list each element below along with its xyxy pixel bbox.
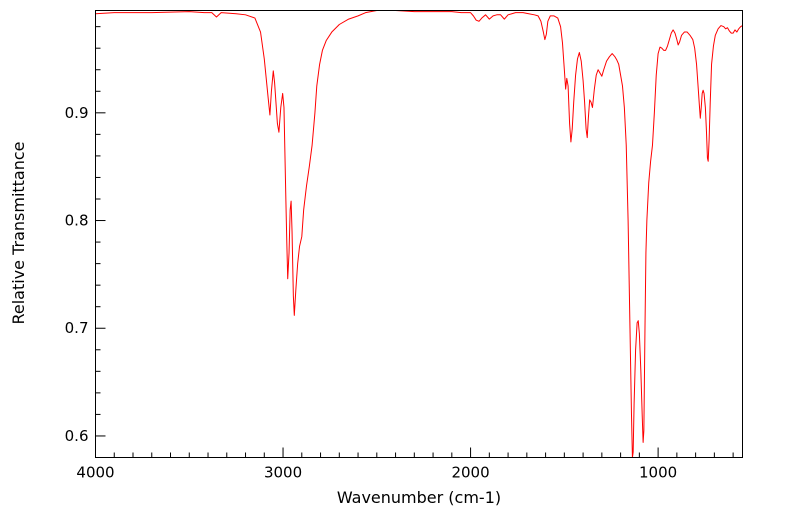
y-tick-label: 0.8 — [65, 212, 89, 230]
spectrum-line-0 — [95, 10, 743, 458]
y-tick-label: 0.7 — [65, 319, 89, 337]
plot-frame — [95, 10, 743, 458]
x-tick-label: 2000 — [451, 464, 489, 482]
y-tick-label: 0.9 — [65, 104, 89, 122]
x-tick-label: 3000 — [264, 464, 302, 482]
y-tick-label: 0.6 — [65, 427, 89, 445]
x-tick-label: 1000 — [639, 464, 677, 482]
plot-area — [95, 10, 743, 458]
ticks-layer: 4000 3000 2000 1000 0.6 0.7 0.8 0.9 — [65, 26, 734, 482]
y-axis-title: Relative Transmittance — [9, 141, 28, 324]
x-axis-title: Wavenumber (cm-1) — [337, 488, 501, 507]
x-tick-label: 4000 — [76, 464, 114, 482]
spectrum-layer — [95, 10, 743, 458]
